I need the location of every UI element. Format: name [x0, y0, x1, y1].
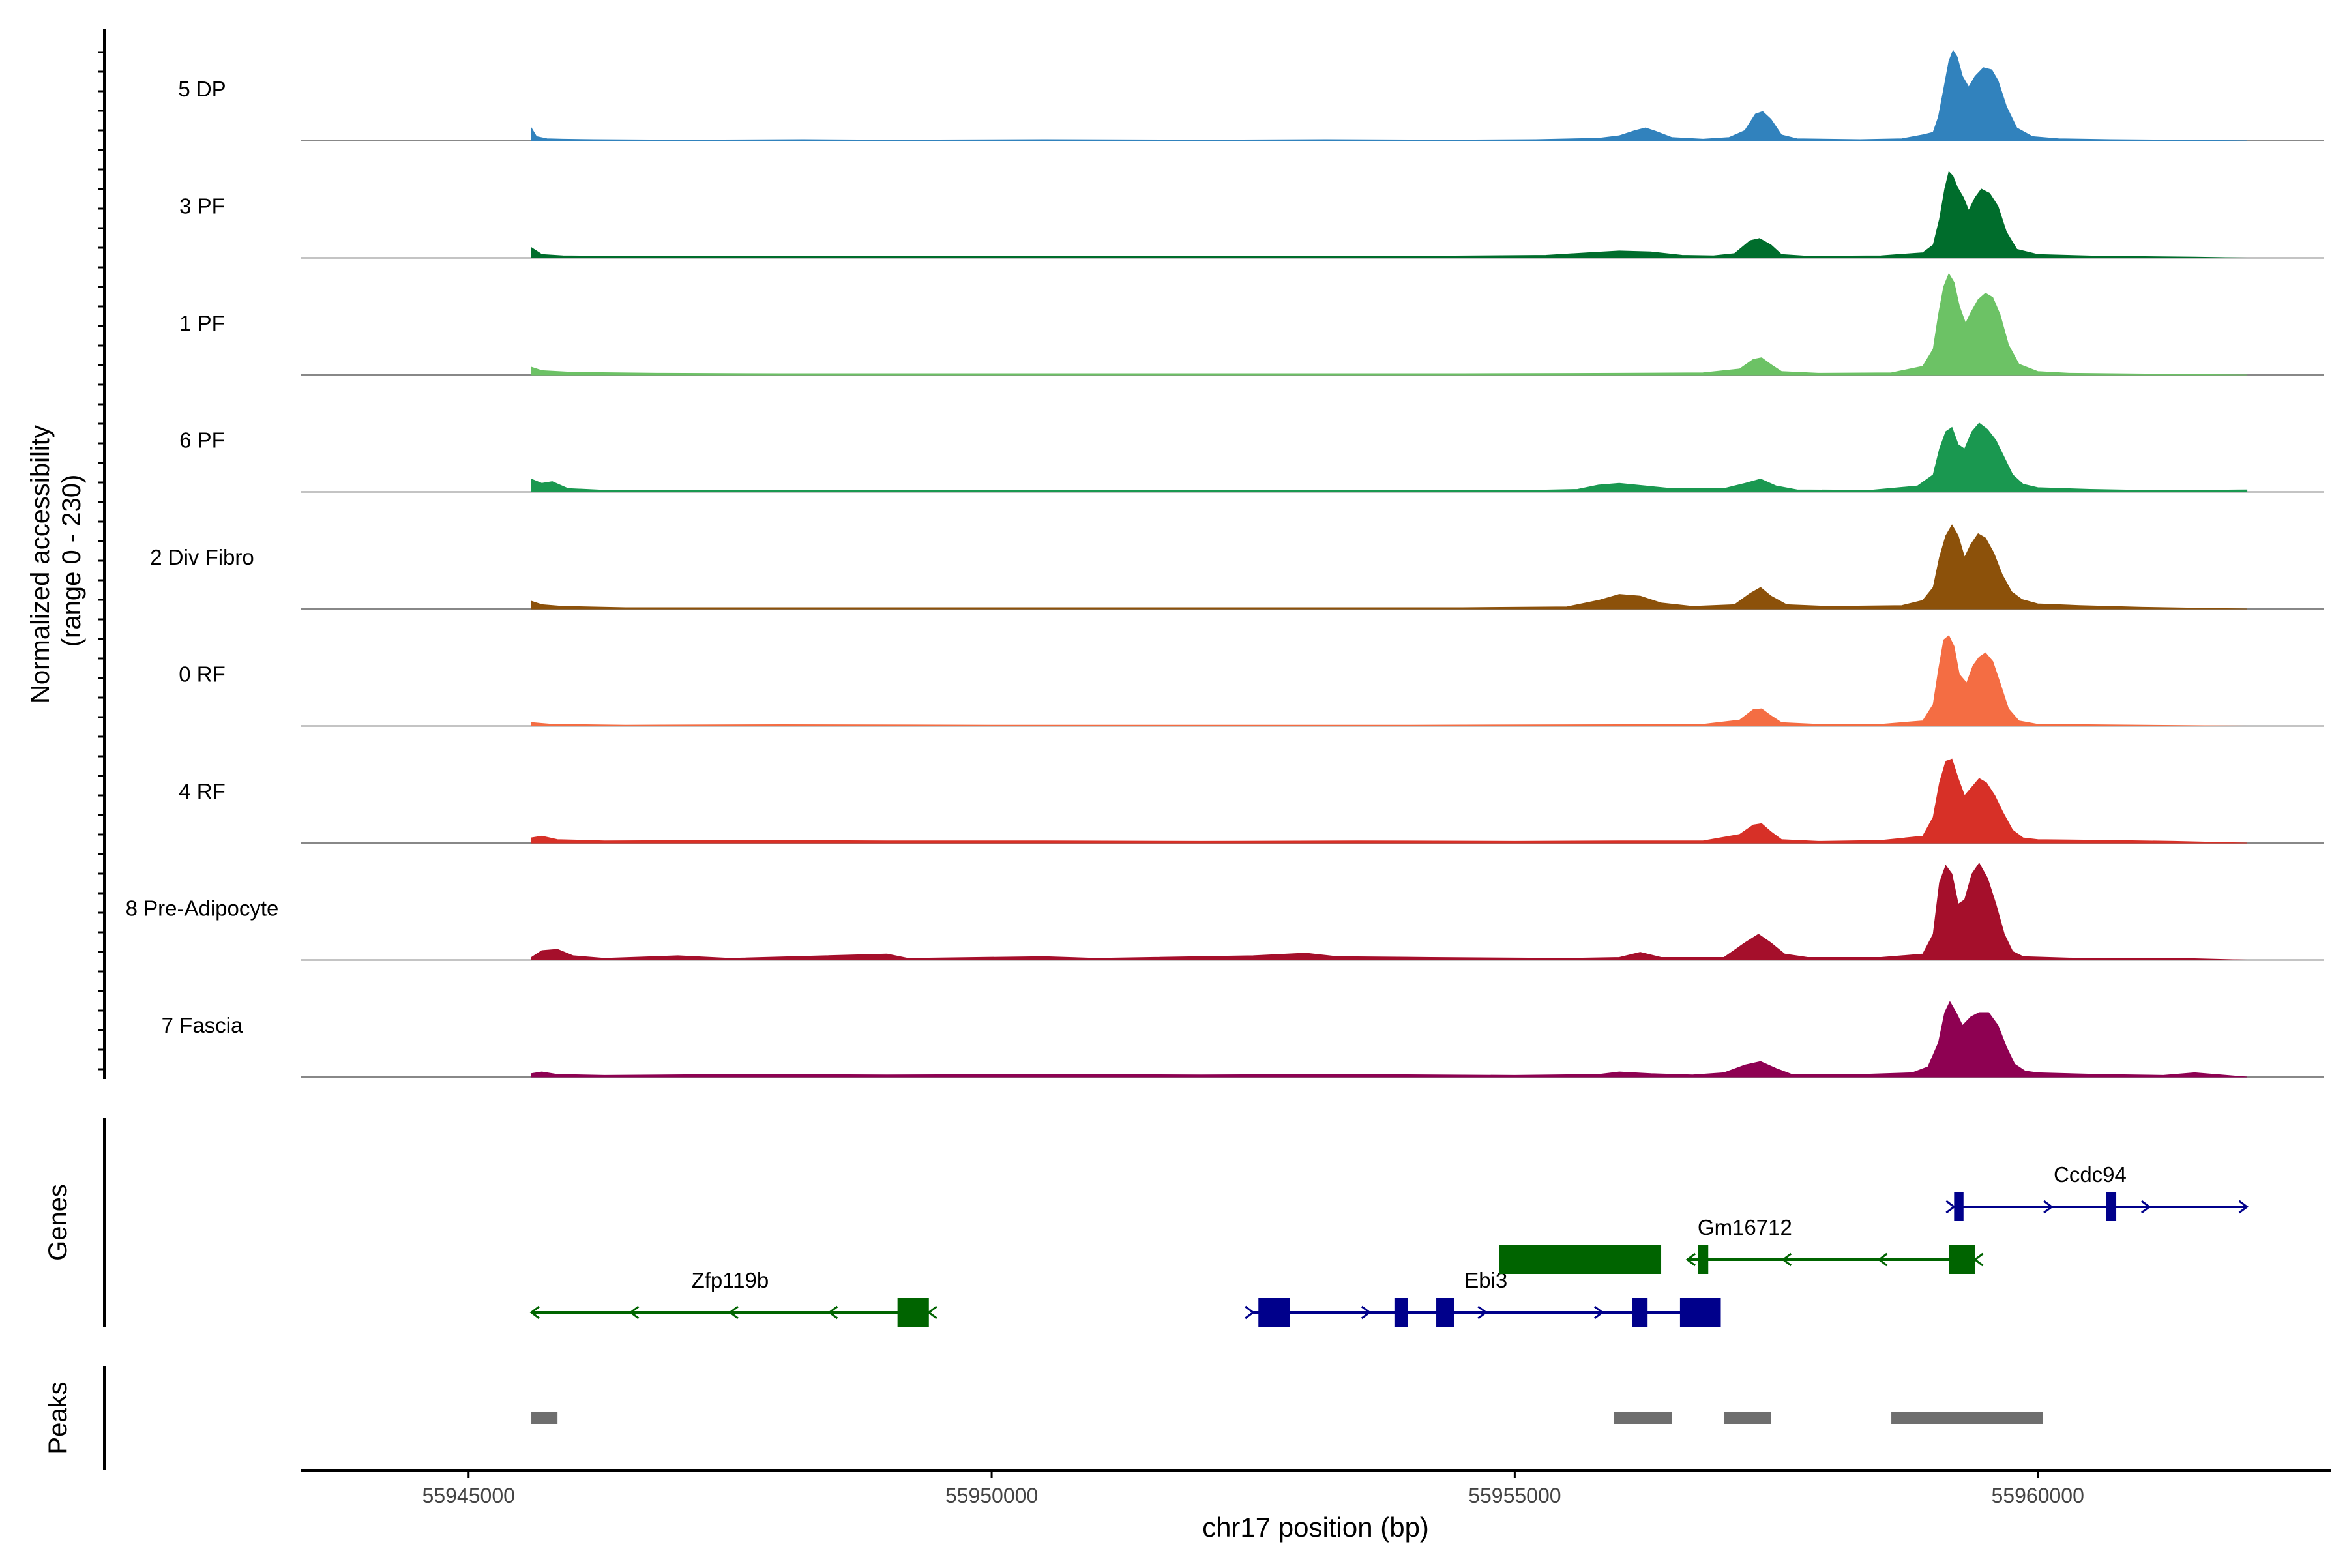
- strand-arrow-icon: [1877, 1252, 1888, 1267]
- gene-zfp119b: Zfp119b: [529, 1268, 937, 1327]
- strand-arrow-icon: [2043, 1200, 2054, 1214]
- gene-label: Zfp119b: [692, 1268, 769, 1292]
- strand-arrow-icon: [1781, 1252, 1792, 1267]
- gene-exon: [1949, 1245, 1975, 1274]
- y-axis-label-line1: Normalized accessibility: [26, 425, 55, 703]
- track-0-rf: 0 RF: [179, 635, 2324, 727]
- peak-regions: [531, 1412, 2043, 1424]
- strand-arrow-icon: [1245, 1305, 1255, 1320]
- strand-arrow-icon: [1361, 1305, 1372, 1320]
- peak-region: [1614, 1412, 1672, 1424]
- track-label: 8 Pre-Adipocyte: [126, 896, 279, 921]
- track-3-pf: 3 PF: [179, 171, 2324, 259]
- track-7-fascia: 7 Fascia: [162, 1001, 2324, 1078]
- track-1-pf: 1 PF: [179, 273, 2324, 376]
- genes-panel-label: Genes: [44, 1184, 72, 1261]
- peak-region: [1891, 1412, 2043, 1424]
- coverage-tracks: 5 DP 3 PF 1 PF 6 PF 2 Div Fibro 0 RF 4 RF 8 Pre…: [126, 50, 2324, 1078]
- gene-ebi3: Ebi3: [1245, 1268, 1721, 1327]
- track-label: 6 PF: [179, 428, 225, 452]
- coverage-area: [531, 171, 2247, 258]
- strand-arrow-icon: [728, 1305, 739, 1320]
- y-axis-label-line2: (range 0 - 230): [57, 475, 86, 647]
- peak-region: [531, 1412, 558, 1424]
- gene-exon: [1258, 1298, 1290, 1327]
- y-axis-label: Normalized accessibility (range 0 - 230): [26, 418, 86, 703]
- coverage-area: [531, 273, 2247, 376]
- gene-exon: [897, 1298, 929, 1327]
- x-axis-tick-label: 55960000: [1992, 1484, 2084, 1507]
- coverage-area: [531, 50, 2247, 141]
- strand-arrow-icon: [1685, 1252, 1696, 1267]
- strand-arrow-icon: [628, 1305, 640, 1320]
- track-5-dp: 5 DP: [178, 50, 2324, 141]
- gene-exon: [1954, 1192, 1964, 1221]
- strand-arrow-icon: [529, 1305, 540, 1320]
- x-axis-tick-label: 55955000: [1468, 1484, 1561, 1507]
- coverage-area: [531, 1001, 2247, 1078]
- track-label: 0 RF: [179, 662, 226, 687]
- strand-arrow-icon: [2238, 1200, 2249, 1214]
- strand-arrow-icon: [1593, 1305, 1604, 1320]
- gene-annotations: Zfp119b Ebi3 Gm16712 Ccdc94: [529, 1162, 2249, 1327]
- gene-ccdc94: Ccdc94: [1945, 1162, 2249, 1221]
- gene-gm16712: Gm16712: [1499, 1215, 1984, 1274]
- peak-region: [1724, 1412, 1771, 1424]
- track-label: 4 RF: [179, 779, 226, 803]
- strand-arrow-icon: [1477, 1305, 1488, 1320]
- peaks-panel-label: Peaks: [44, 1382, 72, 1454]
- gene-exon: [1394, 1298, 1408, 1327]
- gene-exon: [1436, 1298, 1454, 1327]
- x-axis-tick-label: 55945000: [422, 1484, 515, 1507]
- track-8-pre-adipocyte: 8 Pre-Adipocyte: [126, 863, 2324, 961]
- x-axis-ticks: 55945000 55950000 55955000 55960000: [422, 1470, 2084, 1507]
- track-4-rf: 4 RF: [179, 758, 2324, 844]
- track-2-div-fibro: 2 Div Fibro: [150, 524, 2324, 610]
- coverage-y-axis-ticks: [98, 51, 104, 1071]
- coverage-area: [531, 524, 2247, 610]
- gene-label: Gm16712: [1698, 1215, 1792, 1239]
- x-axis-label: chr17 position (bp): [1202, 1512, 1429, 1543]
- track-label: 7 Fascia: [162, 1013, 243, 1037]
- x-axis-tick-label: 55950000: [945, 1484, 1038, 1507]
- gene-exon: [1698, 1245, 1709, 1274]
- gene-exon: [1679, 1298, 1721, 1327]
- coverage-area: [531, 635, 2247, 726]
- track-label: 5 DP: [178, 77, 226, 101]
- gene-exon: [2106, 1192, 2117, 1221]
- track-label: 3 PF: [179, 194, 225, 218]
- track-label: 1 PF: [179, 311, 225, 335]
- coverage-area: [531, 422, 2248, 492]
- coverage-area: [531, 863, 2247, 960]
- track-6-pf: 6 PF: [179, 422, 2324, 493]
- gene-exon: [1499, 1245, 1662, 1274]
- coverage-area: [531, 758, 2247, 844]
- track-label: 2 Div Fibro: [150, 545, 254, 569]
- strand-arrow-icon: [827, 1305, 838, 1320]
- strand-arrow-icon: [2140, 1200, 2151, 1214]
- gene-label: Ccdc94: [2054, 1162, 2127, 1187]
- gene-exon: [1632, 1298, 1648, 1327]
